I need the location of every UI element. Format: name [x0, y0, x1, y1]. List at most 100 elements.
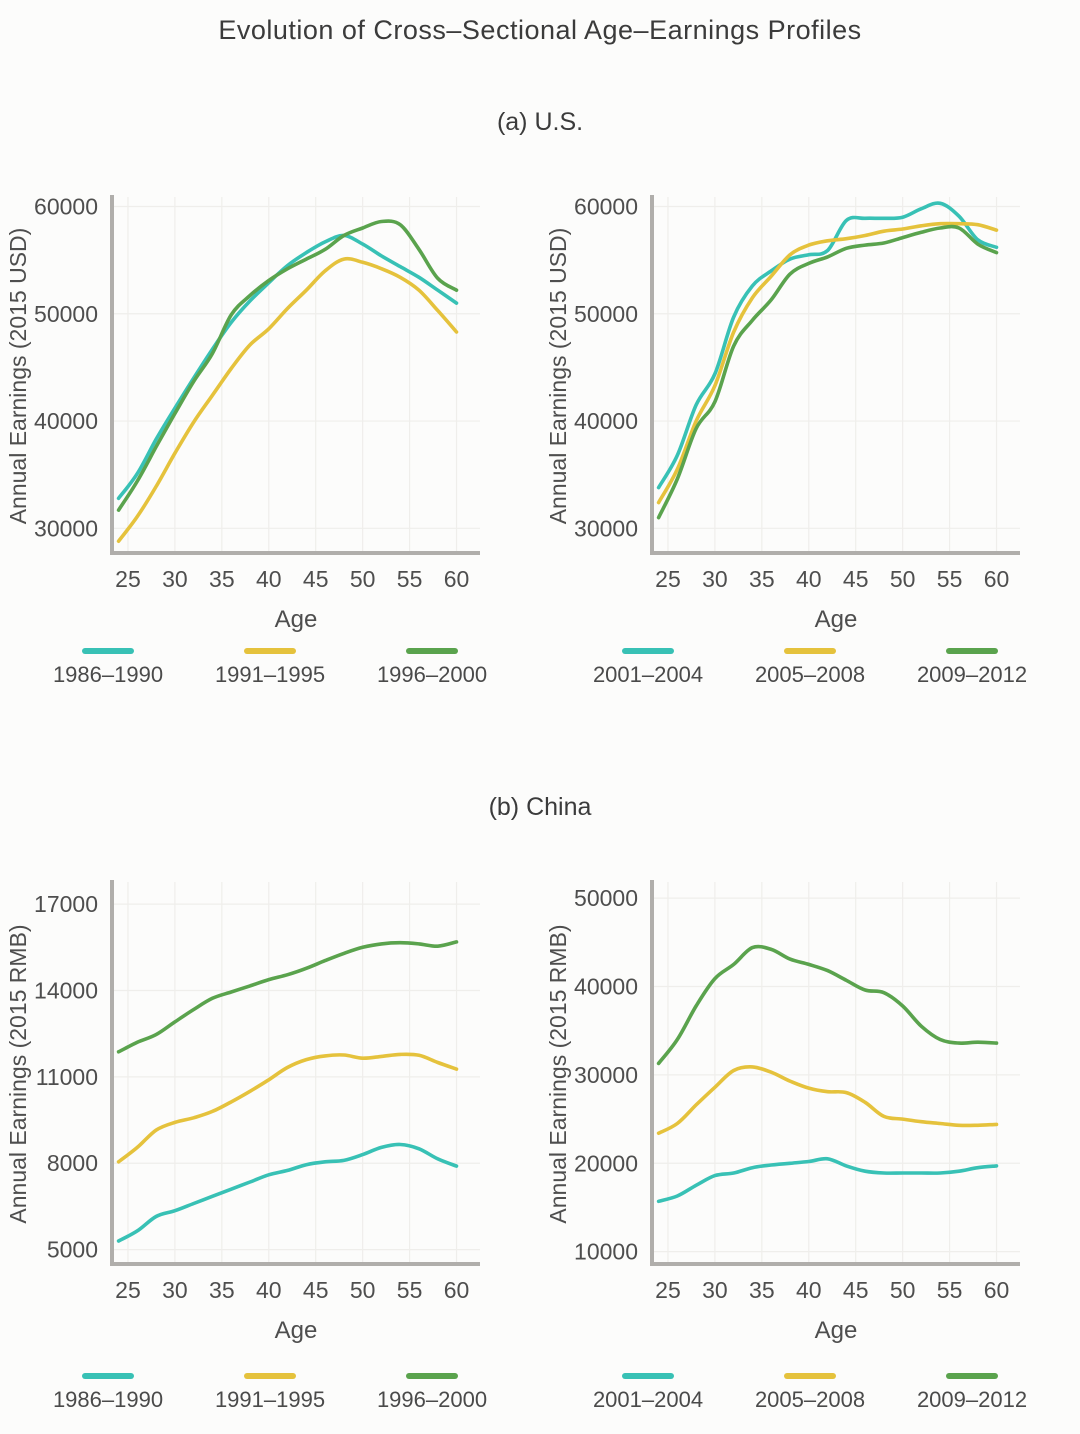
- x-tick-label: 50: [350, 566, 376, 592]
- x-tick-label: 30: [162, 1277, 188, 1303]
- y-tick-label: 40000: [574, 974, 638, 1000]
- y-tick-label: 50000: [34, 301, 98, 327]
- chart-cell-us-early: 30000 40000 50000 60000 25 30 35 40 45 50 55 60 Age A…: [0, 181, 540, 688]
- section-china: (b) China 5000 8000 11000 14000 17000 25 30 35 4…: [0, 793, 1080, 1413]
- y-tick-label: 50000: [574, 301, 638, 327]
- legend-swatch-1986-1990: [82, 648, 134, 654]
- x-tick-label: 55: [937, 1277, 963, 1303]
- series-line-1996-2000: [116, 219, 459, 512]
- y-tick-label: 30000: [574, 1062, 638, 1088]
- series-line-2005-2008: [656, 1065, 999, 1135]
- x-tick-label: 30: [702, 1277, 728, 1303]
- legend-swatch-2005-2008: [784, 648, 836, 654]
- legend-label: 2009–2012: [916, 662, 1028, 687]
- series-line-1991-1995: [116, 1052, 459, 1164]
- series-line-1996-2000: [116, 940, 459, 1054]
- x-tick-label: 55: [937, 566, 963, 592]
- y-tick-label: 17000: [34, 891, 98, 917]
- charts-row-china: 5000 8000 11000 14000 17000 25 30 35 40 45 50 55 60 A…: [0, 868, 1080, 1413]
- x-tick-label: 40: [256, 1277, 282, 1303]
- x-tick-label: 45: [843, 566, 869, 592]
- x-tick-label: 50: [890, 566, 916, 592]
- x-tick-label: 35: [209, 566, 235, 592]
- x-tick-label: 60: [444, 1277, 470, 1303]
- y-tick-label: 8000: [47, 1150, 98, 1176]
- x-tick-label: 60: [984, 1277, 1010, 1303]
- legend-label: 2005–2008: [754, 1387, 866, 1412]
- legend-item-1991-1995: 1991–1995: [206, 648, 334, 688]
- chart-cell-china-early: 5000 8000 11000 14000 17000 25 30 35 40 45 50 55 60 A…: [0, 868, 540, 1413]
- x-tick-label: 55: [397, 1277, 423, 1303]
- x-axis-title: Age: [275, 606, 318, 633]
- x-tick-label: 35: [749, 566, 775, 592]
- chart-svg-china-1986-2000: 5000 8000 11000 14000 17000 25 30 35 40 45 50 55 60 A…: [5, 880, 480, 1344]
- x-tick-label: 35: [209, 1277, 235, 1303]
- x-tick-label: 45: [303, 566, 329, 592]
- legend-swatch-2001-2004: [622, 1373, 674, 1379]
- y-tick-label: 10000: [574, 1239, 638, 1265]
- series-line-2005-2008: [656, 221, 999, 505]
- legend-us-2001-2012: 2001–2004 2005–2008 2009–2012: [584, 648, 1036, 688]
- legend-label: 1996–2000: [376, 662, 488, 687]
- y-tick-label: 30000: [34, 515, 98, 541]
- x-tick-label: 25: [115, 566, 141, 592]
- y-tick-label: 30000: [574, 515, 638, 541]
- x-axis-title: Age: [815, 1317, 858, 1344]
- section-title-us: (a) U.S.: [496, 108, 584, 136]
- legend-swatch-1986-1990: [82, 1373, 134, 1379]
- x-tick-label: 55: [397, 566, 423, 592]
- x-tick-label: 50: [890, 1277, 916, 1303]
- y-axis-title: Annual Earnings (2015 RMB): [5, 924, 31, 1223]
- series-line-1991-1995: [116, 256, 459, 543]
- legend-china-1986-2000: 1986–1990 1991–1995 1996–2000: [44, 1373, 496, 1413]
- series-line-2009-2012: [656, 944, 999, 1066]
- legend-swatch-2001-2004: [622, 648, 674, 654]
- charts-row-us: 30000 40000 50000 60000 25 30 35 40 45 50 55 60 Age A…: [0, 181, 1080, 688]
- x-tick-label: 40: [256, 566, 282, 592]
- y-tick-label: 50000: [574, 885, 638, 911]
- section-us: (a) U.S. 30000 40000 50000 60000 25 30 35 40 45 5…: [0, 108, 1080, 688]
- x-tick-label: 25: [655, 566, 681, 592]
- x-tick-label: 25: [655, 1277, 681, 1303]
- chart-china-1986-2000: 5000 8000 11000 14000 17000 25 30 35 40 45 50 55 60 A…: [0, 868, 540, 1351]
- y-tick-label: 60000: [34, 194, 98, 220]
- legend-swatch-1996-2000: [406, 648, 458, 654]
- y-tick-label: 14000: [34, 978, 98, 1004]
- chart-us-2001-2012: 30000 40000 50000 60000 25 30 35 40 45 50 55 60 Age A…: [540, 181, 1080, 638]
- x-tick-label: 45: [843, 1277, 869, 1303]
- legend-label: 1986–1990: [52, 1387, 164, 1412]
- series-line-2001-2004: [656, 1156, 999, 1204]
- x-tick-label: 40: [796, 1277, 822, 1303]
- legend-item-1996-2000: 1996–2000: [368, 1373, 496, 1413]
- y-tick-label: 40000: [34, 408, 98, 434]
- chart-cell-china-late: 10000 20000 30000 40000 50000 25 30 35 40 45 50 55 6…: [540, 868, 1080, 1413]
- y-tick-label: 20000: [574, 1150, 638, 1176]
- x-axis-title: Age: [815, 606, 858, 633]
- legend-item-1986-1990: 1986–1990: [44, 1373, 172, 1413]
- x-tick-label: 60: [984, 566, 1010, 592]
- legend-item-2005-2008: 2005–2008: [746, 1373, 874, 1413]
- legend-label: 2005–2008: [754, 662, 866, 687]
- legend-label: 1996–2000: [376, 1387, 488, 1412]
- y-tick-label: 40000: [574, 408, 638, 434]
- chart-svg-us-1986-2000: 30000 40000 50000 60000 25 30 35 40 45 50 55 60 Age A…: [5, 194, 480, 633]
- legend-item-1986-1990: 1986–1990: [44, 648, 172, 688]
- y-tick-label: 60000: [574, 194, 638, 220]
- legend-china-2001-2012: 2001–2004 2005–2008 2009–2012: [584, 1373, 1036, 1413]
- chart-us-1986-2000: 30000 40000 50000 60000 25 30 35 40 45 50 55 60 Age A…: [0, 181, 540, 638]
- legend-swatch-1991-1995: [244, 648, 296, 654]
- y-tick-label: 5000: [47, 1237, 98, 1263]
- legend-swatch-1996-2000: [406, 1373, 458, 1379]
- series-line-1986-1990: [116, 233, 459, 501]
- legend-item-2001-2004: 2001–2004: [584, 1373, 712, 1413]
- legend-us-1986-2000: 1986–1990 1991–1995 1996–2000: [44, 648, 496, 688]
- chart-cell-us-late: 30000 40000 50000 60000 25 30 35 40 45 50 55 60 Age A…: [540, 181, 1080, 688]
- legend-item-1991-1995: 1991–1995: [206, 1373, 334, 1413]
- legend-label: 2001–2004: [592, 662, 704, 687]
- x-tick-label: 30: [162, 566, 188, 592]
- legend-swatch-2009-2012: [946, 1373, 998, 1379]
- y-axis-title: Annual Earnings (2015 USD): [545, 228, 571, 525]
- chart-china-2001-2012: 10000 20000 30000 40000 50000 25 30 35 40 45 50 55 6…: [540, 868, 1080, 1351]
- legend-swatch-2005-2008: [784, 1373, 836, 1379]
